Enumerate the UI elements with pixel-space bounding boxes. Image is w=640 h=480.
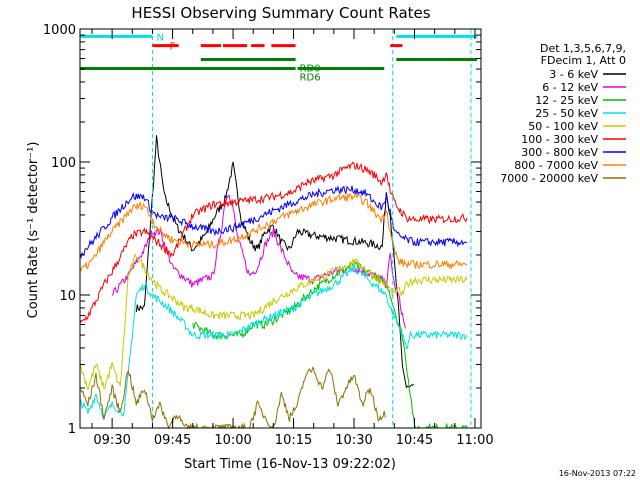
series-line <box>79 264 468 421</box>
y-tick-label: 100 <box>51 156 76 171</box>
x-tick-label: 10:30 <box>335 433 372 448</box>
flag-label: N <box>156 32 163 43</box>
series-line <box>79 161 468 324</box>
series-line <box>79 185 468 259</box>
flag-label: F <box>170 42 176 53</box>
series-4 <box>79 264 468 421</box>
plot-frame <box>79 28 482 429</box>
x-tick-label: 11:00 <box>456 433 493 448</box>
legend-header-line-1: Det 1,3,5,6,7,9, <box>540 42 626 55</box>
legend-entry-label: 3 - 6 keV <box>549 68 598 81</box>
legend-entry-label: 100 - 300 keV <box>521 133 598 146</box>
series-7 <box>79 185 468 259</box>
x-tick-label: 09:45 <box>154 433 191 448</box>
y-tick-label: 10 <box>59 289 76 304</box>
footer-date: 16-Nov-2013 07:22 <box>559 469 636 478</box>
flag-bar-n: N <box>80 32 477 43</box>
series-line <box>79 253 468 391</box>
legend-entry-label: 6 - 12 keV <box>542 81 598 94</box>
y-tick-label: 1 <box>68 422 76 437</box>
flag-bar-f: F <box>152 42 403 53</box>
x-axis-label: Start Time (16-Nov-13 09:22:02) <box>184 457 396 472</box>
legend-entry-label: 800 - 7000 keV <box>514 159 598 172</box>
x-tick-label: 09:30 <box>93 433 130 448</box>
flag-label: RD6 <box>300 72 321 83</box>
legend-entry-label: 12 - 25 keV <box>535 94 598 107</box>
x-tick-label: 10:15 <box>275 433 312 448</box>
x-tick-label: 10:00 <box>214 433 251 448</box>
y-tick-label: 1000 <box>43 23 76 38</box>
legend: Det 1,3,5,6,7,9, FDecim 1, Att 0 3 - 6 k… <box>500 42 626 185</box>
legend-entry-label: 50 - 100 keV <box>528 120 598 133</box>
plot-area: NFRD0RD6 <box>79 29 477 430</box>
axes: 09:30 09:45 10:00 10:15 10:30 10:45 11:00 1 10 10… <box>43 23 494 448</box>
series-6 <box>79 161 468 324</box>
series-5 <box>79 253 468 391</box>
flag-bar-rd6: RD6 <box>80 66 385 83</box>
legend-entry-label: 7000 - 20000 keV <box>500 172 598 185</box>
series-8 <box>79 192 468 272</box>
legend-entry-label: 300 - 800 keV <box>521 146 598 159</box>
x-tick-label: 10:45 <box>396 433 433 448</box>
series-line <box>79 192 468 272</box>
chart-title: HESSI Observing Summary Count Rates <box>131 4 430 22</box>
y-axis-label: Count Rate (s⁻¹ detector⁻¹) <box>26 142 41 319</box>
legend-entry-label: 25 - 50 keV <box>535 107 598 120</box>
legend-header-line-2: FDecim 1, Att 0 <box>541 54 626 67</box>
